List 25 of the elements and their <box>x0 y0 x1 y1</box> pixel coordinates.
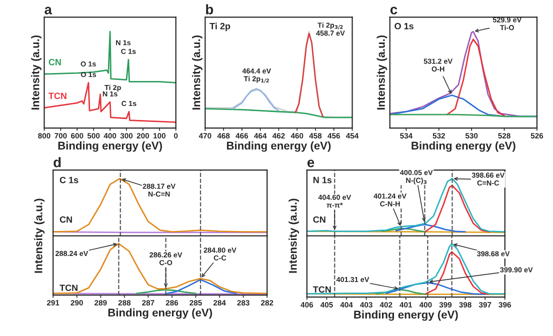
text: Ti 2p <box>210 22 230 32</box>
annotation: TCN <box>60 284 78 291</box>
y-axis-title: Intensity (a.u.) <box>288 198 299 273</box>
annotation: CN <box>60 216 72 223</box>
x-axis-title: Binding energy (eV) <box>354 310 458 321</box>
x-axis-title: Binding energy (eV) <box>58 141 162 152</box>
annotation: CN <box>313 216 326 223</box>
annotation: C 1s <box>60 176 78 184</box>
x-axis-title: Binding energy (eV) <box>412 141 516 152</box>
series-label: TCN <box>48 92 66 100</box>
text: O 1s <box>394 22 414 30</box>
series-label: CN <box>48 58 61 66</box>
chart-title: c <box>390 6 398 14</box>
y-axis-title: Intensity (a.u.) <box>34 198 45 273</box>
annotation: N 1s <box>313 176 332 184</box>
annotation: TCN <box>312 286 331 293</box>
y-axis-title: Intensity (a.u.) <box>31 35 42 110</box>
chart-title: e <box>307 160 314 168</box>
x-axis-title: Binding energy (eV) <box>226 141 331 152</box>
chart-title: b <box>206 4 214 14</box>
chart-title: a <box>44 6 52 14</box>
y-axis-title: Intensity (a.u.) <box>376 35 388 110</box>
chart-title: d <box>54 157 61 168</box>
x-axis-title: Binding energy (eV) <box>108 308 212 319</box>
y-axis-title: Intensity (a.u.) <box>192 35 202 110</box>
